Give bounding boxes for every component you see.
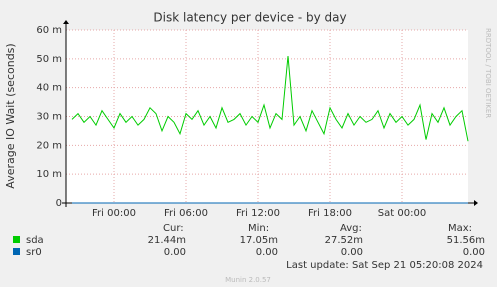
legend-header: Avg:: [340, 223, 362, 234]
legend-swatch: [13, 236, 20, 243]
y-tick-label: 10 m: [36, 169, 62, 180]
y-tick-label: 0: [56, 198, 62, 209]
x-tick-label: Fri 00:00: [92, 208, 136, 219]
y-tick-label: 40 m: [36, 83, 62, 94]
footer: Munin 2.0.57: [225, 276, 271, 284]
y-tick-label: 20 m: [36, 140, 62, 151]
legend-header: Min:: [248, 223, 269, 234]
legend-stat: 51.56m: [447, 235, 485, 246]
legend-header: Cur:: [163, 223, 184, 234]
x-tick-label: Fri 18:00: [308, 208, 352, 219]
legend-header: Max:: [448, 223, 472, 234]
x-tick-label: Fri 12:00: [236, 208, 280, 219]
y-tick-label: 30 m: [36, 112, 62, 123]
legend-stat: 21.44m: [148, 235, 186, 246]
legend-stat: 0.00: [256, 247, 278, 258]
legend-stat: 17.05m: [240, 235, 278, 246]
y-tick-label: 50 m: [36, 54, 62, 65]
legend-stat: 0.00: [463, 247, 485, 258]
chart-title: Disk latency per device - by day: [153, 11, 346, 25]
legend-label: sda: [26, 235, 44, 246]
x-tick-label: Sat 00:00: [378, 208, 426, 219]
legend-stat: 0.00: [164, 247, 186, 258]
y-tick-label: 60 m: [36, 25, 62, 36]
x-axis-arrow: [474, 200, 478, 206]
x-tick-label: Fri 06:00: [164, 208, 208, 219]
y-axis-label: Average IO Wait (seconds): [4, 43, 17, 188]
legend-label: sr0: [26, 247, 42, 258]
last-update: Last update: Sat Sep 21 05:20:08 2024: [286, 260, 483, 271]
legend-stat: 0.00: [341, 247, 363, 258]
legend-swatch: [13, 248, 20, 255]
watermark: RRDTOOL / TOBI OETIKER: [484, 28, 492, 118]
legend-stat: 27.52m: [325, 235, 363, 246]
series-line: [71, 55, 469, 142]
y-axis-arrow: [63, 20, 69, 24]
